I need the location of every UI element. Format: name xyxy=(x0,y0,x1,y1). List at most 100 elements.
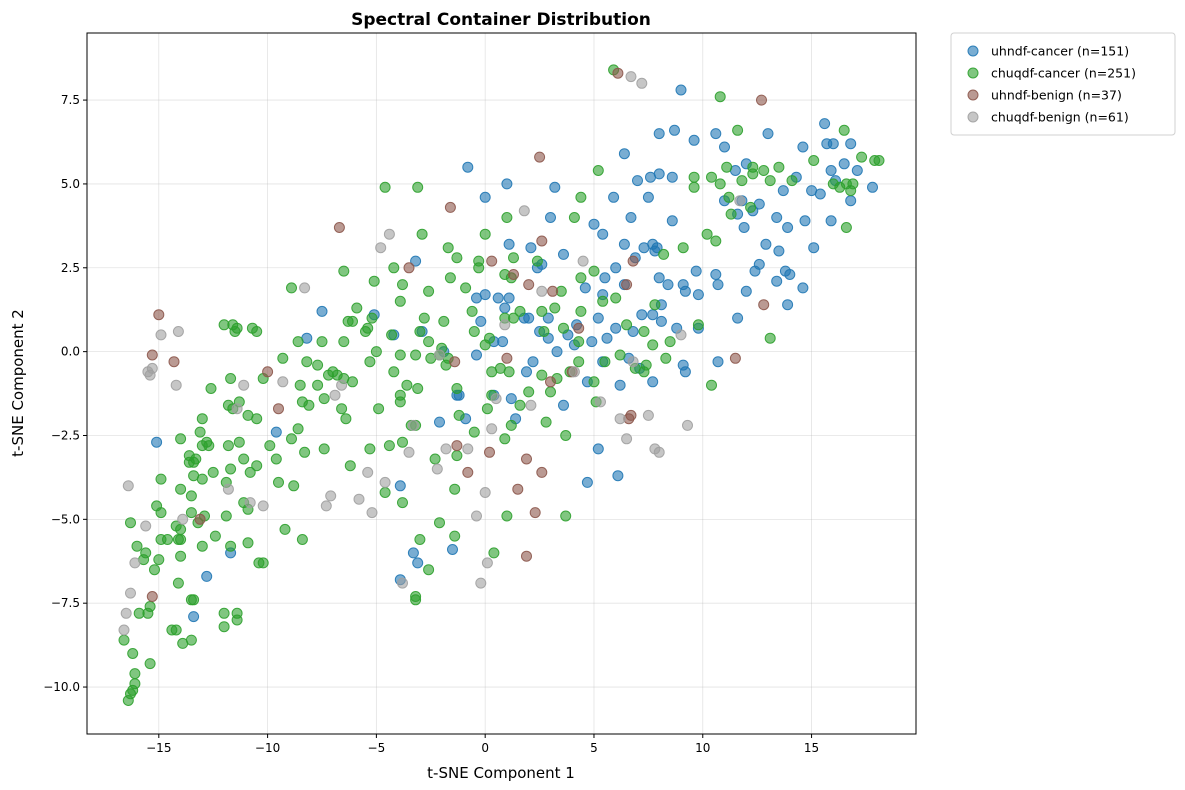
data-point xyxy=(653,272,665,284)
data-point xyxy=(364,356,376,368)
data-point xyxy=(153,554,165,566)
data-point xyxy=(462,443,474,455)
data-point xyxy=(653,168,665,180)
data-point xyxy=(294,379,306,391)
data-point xyxy=(497,336,509,348)
data-point xyxy=(638,326,650,337)
data-point xyxy=(573,356,585,368)
data-point xyxy=(588,376,600,388)
data-point xyxy=(303,399,315,411)
data-point xyxy=(575,272,587,284)
data-point xyxy=(621,279,633,291)
data-point xyxy=(486,423,498,435)
data-point xyxy=(499,302,511,314)
x-axis-label: t-SNE Component 1 xyxy=(427,764,575,782)
data-point xyxy=(710,235,722,247)
data-point xyxy=(299,282,311,294)
data-point xyxy=(679,285,691,297)
data-point xyxy=(175,550,187,562)
data-point xyxy=(194,426,206,438)
y-tick-label: 2.5 xyxy=(61,261,80,275)
data-point xyxy=(592,312,604,324)
data-point xyxy=(225,463,237,475)
data-point xyxy=(664,336,676,348)
data-point xyxy=(658,248,670,260)
data-point xyxy=(410,255,422,267)
y-tick-label: 0.0 xyxy=(61,345,80,359)
data-point xyxy=(512,483,524,495)
data-point xyxy=(125,587,136,599)
data-point xyxy=(575,191,587,203)
data-point xyxy=(118,624,130,636)
data-point xyxy=(514,399,526,411)
data-point xyxy=(714,178,726,190)
data-point xyxy=(292,336,304,348)
data-point xyxy=(383,440,395,452)
data-point xyxy=(394,480,406,492)
plot-frame xyxy=(86,32,917,735)
data-point xyxy=(701,228,713,240)
data-point xyxy=(523,386,535,398)
data-point xyxy=(479,228,491,240)
data-point xyxy=(462,161,474,173)
data-point xyxy=(505,419,517,431)
data-point xyxy=(764,175,776,187)
data-point xyxy=(394,295,406,307)
data-point xyxy=(444,201,456,213)
data-point xyxy=(521,453,532,465)
data-point xyxy=(394,349,406,361)
data-point xyxy=(527,356,539,368)
data-point xyxy=(403,446,415,458)
data-point xyxy=(318,443,330,455)
data-point xyxy=(262,366,274,378)
data-point xyxy=(573,322,585,334)
data-point xyxy=(301,356,313,368)
data-point xyxy=(612,470,624,482)
data-point xyxy=(257,557,269,569)
data-point xyxy=(149,564,160,576)
data-point xyxy=(625,212,637,223)
x-tick-label: 10 xyxy=(695,741,710,755)
y-tick-label: 7.5 xyxy=(61,93,80,107)
data-point xyxy=(205,383,217,394)
data-point xyxy=(473,262,485,274)
data-point xyxy=(144,658,156,670)
data-point xyxy=(325,490,337,502)
data-point xyxy=(490,393,502,405)
data-point xyxy=(270,453,282,465)
data-point xyxy=(244,466,256,478)
data-point xyxy=(397,497,408,509)
series-2 xyxy=(146,67,770,602)
data-point xyxy=(412,383,424,394)
data-point xyxy=(827,138,839,150)
data-point xyxy=(586,336,598,348)
data-point xyxy=(462,466,474,478)
data-point xyxy=(364,443,376,455)
data-point xyxy=(521,366,532,378)
data-point xyxy=(662,279,674,291)
data-point xyxy=(277,352,289,364)
data-point xyxy=(499,319,511,331)
data-point xyxy=(523,279,535,291)
data-point xyxy=(468,326,480,337)
data-point xyxy=(146,591,158,602)
data-point xyxy=(412,181,424,193)
data-point xyxy=(621,433,633,445)
data-point xyxy=(649,299,661,311)
data-point xyxy=(682,419,693,431)
data-point xyxy=(747,161,759,173)
data-point xyxy=(162,534,173,545)
data-point xyxy=(286,282,297,294)
data-point xyxy=(347,315,358,327)
data-point xyxy=(244,497,256,509)
data-point xyxy=(725,208,737,220)
data-point xyxy=(270,426,282,438)
data-point xyxy=(764,332,776,344)
data-point xyxy=(508,269,519,280)
data-point xyxy=(503,238,515,250)
data-point xyxy=(773,161,785,173)
data-point xyxy=(122,480,134,492)
data-point xyxy=(196,413,208,425)
data-point xyxy=(599,356,611,368)
data-point xyxy=(170,379,182,391)
